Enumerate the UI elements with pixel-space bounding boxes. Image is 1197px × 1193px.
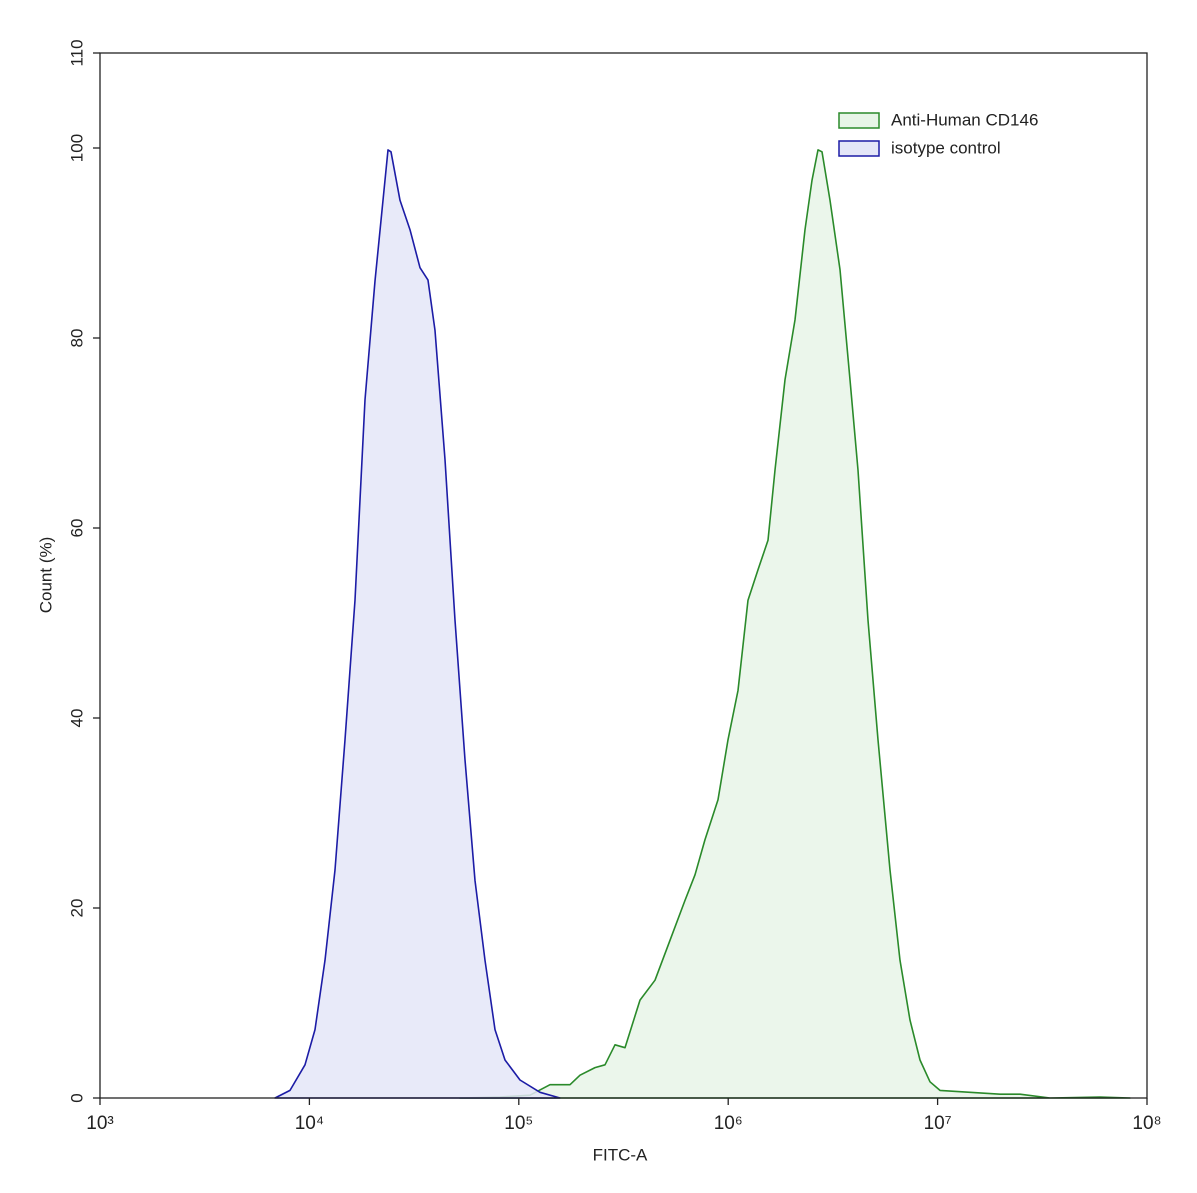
area-series (459, 149, 1131, 1099)
y-tick-label: 80 (67, 329, 86, 348)
area-series (274, 149, 561, 1099)
y-tick-label: 20 (67, 899, 86, 918)
x-tick-label: 10⁴ (295, 1113, 324, 1134)
y-tick-label: 60 (67, 519, 86, 538)
x-tick-label: 10⁷ (924, 1113, 952, 1134)
legend-swatch (838, 112, 880, 129)
y-axis-label: Count (%) (36, 537, 55, 614)
legend-label: isotype control (891, 138, 1001, 157)
legend-label: Anti-Human CD146 (891, 110, 1038, 129)
y-tick-label: 110 (67, 39, 86, 66)
x-tick-label: 10³ (86, 1113, 113, 1134)
plot-frame (99, 52, 1148, 1099)
y-tick-label: 0 (67, 1093, 86, 1102)
x-tick-label: 10⁸ (1132, 1113, 1161, 1134)
x-tick-label: 10⁶ (714, 1113, 743, 1134)
y-tick-label: 40 (67, 709, 86, 728)
x-tick-label: 10⁵ (504, 1113, 533, 1134)
legend-swatch (838, 140, 880, 157)
y-tick-label: 100 (67, 134, 86, 162)
x-axis-label: FITC-A (593, 1145, 648, 1164)
